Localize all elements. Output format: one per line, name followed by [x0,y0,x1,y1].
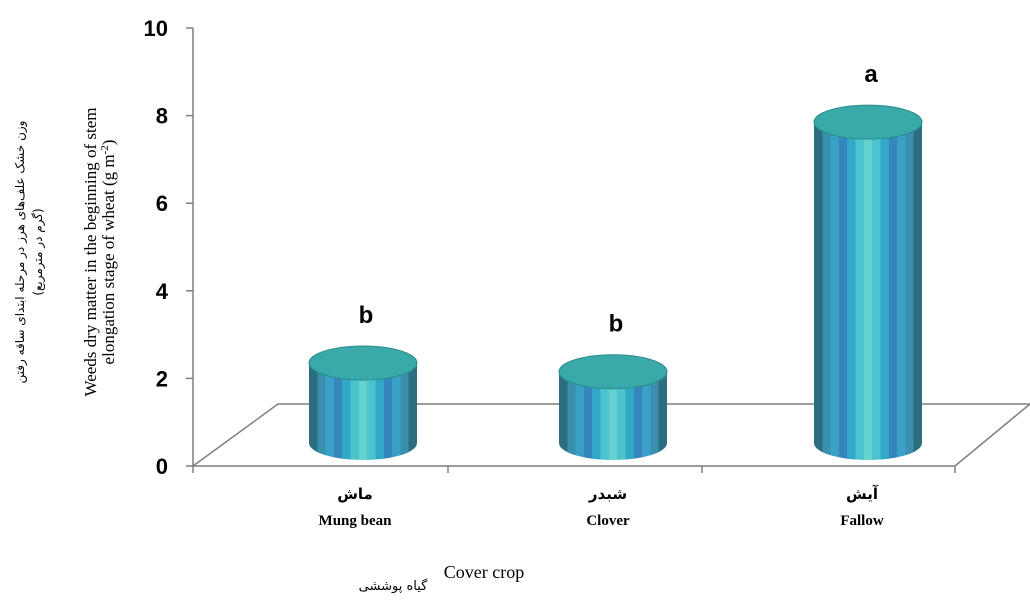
y-axis-label-english-line2: elongation stage of wheat (g m-2) [99,140,118,365]
category-label-persian: آیش [846,485,879,503]
category-labels: ماش Mung bean شبدر Clover آیش Fallow [319,485,884,529]
y-axis-label-persian-line1: وزن خشک علف‌های هرز در مرحله ابتدای ساقه… [13,121,28,384]
y-axis-label-english-line2-main: elongation stage of wheat (g m [99,154,118,364]
significance-letter: a [864,61,878,88]
y-tick-label: 4 [156,279,169,304]
y-axis-label-persian-line2: (گرم در مترمربع) [31,208,46,295]
category-label-english: Mung bean [319,513,393,529]
y-tick-label: 10 [144,16,168,41]
category-label-persian: شبدر [588,485,627,503]
y-axis-label-english-sup: -2 [99,145,111,154]
y-ticks: 0 2 4 6 8 10 [144,16,193,479]
x-ticks [192,466,956,473]
x-axis-label-persian: گیاه پوششی [359,578,428,594]
y-tick-label: 8 [156,104,168,129]
y-axis-label-english-close: ) [99,140,118,146]
category-label-persian: ماش [337,485,373,503]
y-tick-label: 6 [156,191,168,216]
bar-top [558,354,668,390]
y-axis-label-english-line1: Weeds dry matter in the beginning of ste… [81,108,100,397]
significance-letter: b [609,311,624,338]
y-tick-label: 2 [156,366,168,391]
significance-letter: b [359,302,374,329]
category-label-english: Clover [586,513,630,529]
bar-top [308,345,418,381]
bar-body [559,371,667,460]
bars [308,104,923,460]
bar-fallow [813,104,923,460]
bar-mung-bean [308,345,418,460]
significance-letters: b b a [359,61,879,338]
y-tick-label: 0 [156,454,168,479]
bar-body [814,122,922,460]
bar-clover [558,354,668,460]
bar-top [813,104,923,140]
bar-body [309,362,417,460]
category-label-english: Fallow [840,513,883,529]
x-axis-label-english: Cover crop [444,562,524,582]
